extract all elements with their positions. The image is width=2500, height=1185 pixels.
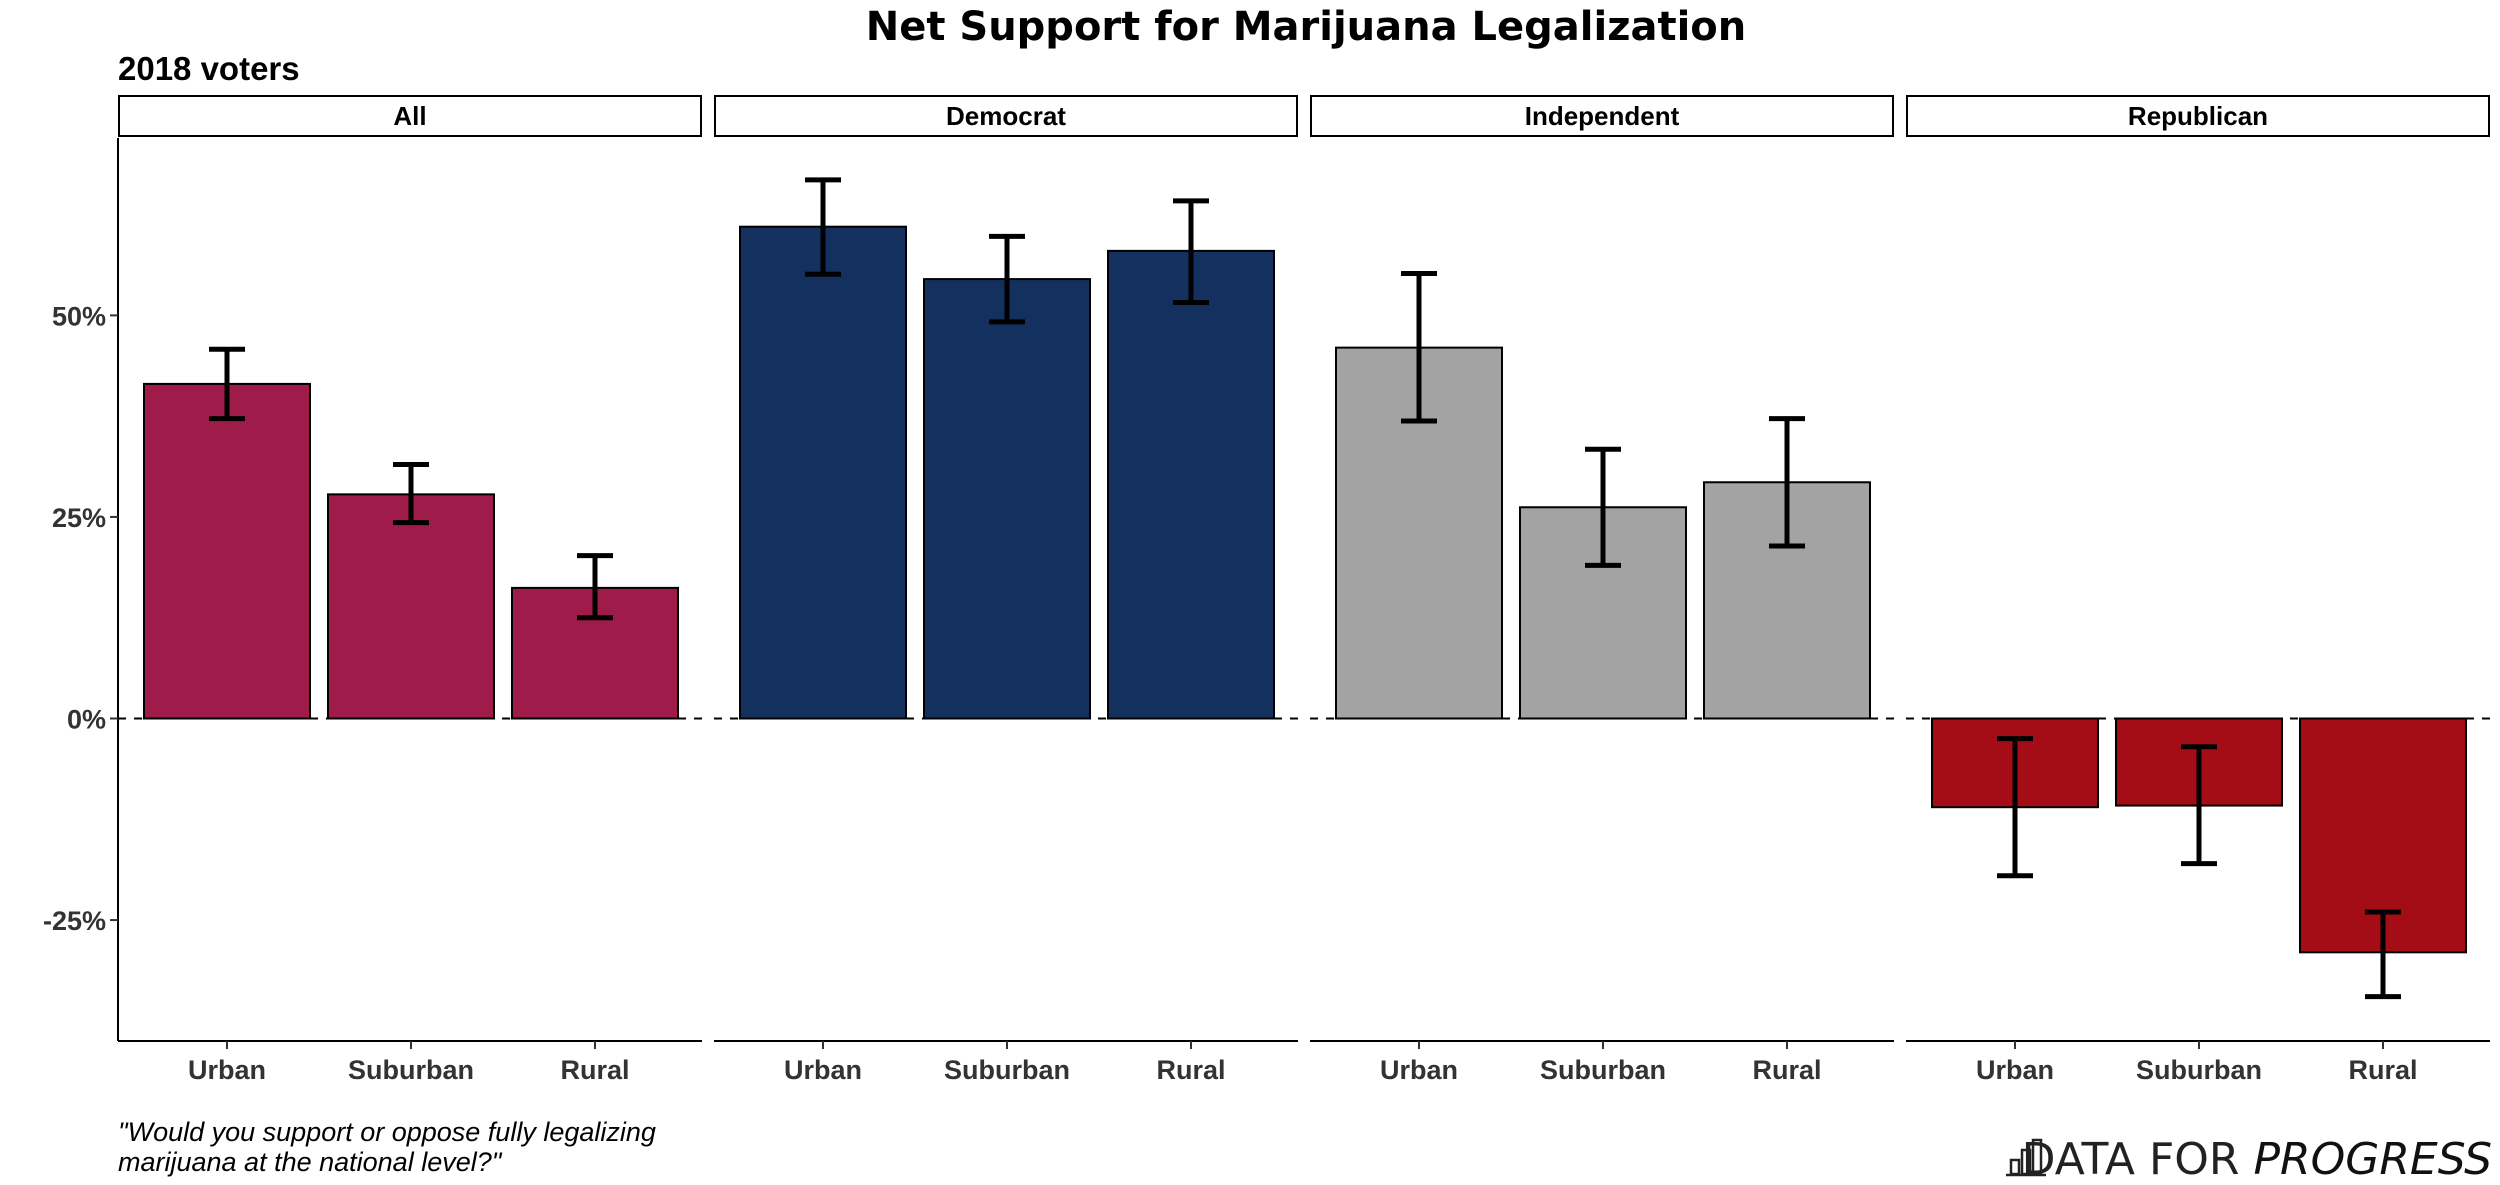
- bar-democrat-urban: [739, 225, 907, 720]
- x-tick-label: Urban: [1976, 1055, 2054, 1085]
- facet-panel-independent: Independent Urban Suburban Rural: [1310, 95, 1894, 1085]
- bar-all-urban: [143, 382, 311, 720]
- bar-democrat-suburban: [923, 278, 1091, 720]
- error-bar: [1585, 446, 1621, 568]
- error-bar: [805, 177, 841, 277]
- chart-caption-line-1: "Would you support or oppose fully legal…: [118, 1117, 656, 1147]
- facet-strip: [714, 95, 1298, 137]
- error-bar: [1401, 270, 1437, 424]
- logo-text-italic: PROGRESS: [2254, 1134, 2493, 1185]
- x-tick-label: Rural: [1156, 1055, 1225, 1085]
- chart-title: Net Support for Marijuana Legalization: [866, 4, 1747, 50]
- y-axis: 50% 25% 0% -25%: [43, 138, 119, 1041]
- facet-panels: All Urban Suburban Rural Democrat Urban Suburb…: [118, 95, 2490, 1085]
- facet-strip: [1906, 95, 2490, 137]
- x-tick-label: Urban: [1380, 1055, 1458, 1085]
- bar-democrat-rural: [1107, 249, 1275, 720]
- x-tick-label: Suburban: [348, 1055, 474, 1085]
- facet-strip: [118, 95, 702, 137]
- facet-strip-label: All: [393, 101, 426, 131]
- facet-strip-label: Democrat: [946, 101, 1066, 131]
- x-tick-label: Urban: [784, 1055, 862, 1085]
- x-tick-label: Suburban: [944, 1055, 1070, 1085]
- error-bar: [1769, 416, 1805, 549]
- bar-chart-icon: [2006, 1138, 2046, 1177]
- y-tick-label: -25%: [43, 906, 106, 936]
- error-bar: [393, 462, 429, 526]
- bar-all-suburban: [327, 493, 495, 720]
- x-tick-label: Rural: [2348, 1055, 2417, 1085]
- x-tick-label: Urban: [188, 1055, 266, 1085]
- svg-text:DATA FOR PROGRESS: DATA FOR PROGRESS: [2022, 1134, 2492, 1185]
- error-bar: [2181, 744, 2217, 867]
- y-tick-label: 0%: [67, 705, 106, 735]
- error-bar: [2365, 909, 2401, 1000]
- facet-panel-republican: Republican Urban Suburban Rural: [1906, 95, 2490, 1085]
- logo-text-regular: DATA FOR: [2022, 1134, 2254, 1185]
- chart-subtitle: 2018 voters: [118, 50, 300, 87]
- brand-logo: DATA FOR PROGRESS: [2006, 1134, 2492, 1185]
- x-tick-label: Suburban: [1540, 1055, 1666, 1085]
- x-tick-label: Rural: [560, 1055, 629, 1085]
- y-tick-label: 50%: [52, 301, 106, 331]
- error-bar: [1173, 198, 1209, 305]
- facet-strip-label: Independent: [1525, 101, 1680, 131]
- error-bar: [577, 553, 613, 621]
- facet-strip-label: Republican: [2128, 101, 2268, 131]
- error-bar: [989, 233, 1025, 325]
- x-tick-label: Suburban: [2136, 1055, 2262, 1085]
- bar-independent-suburban: [1519, 506, 1687, 720]
- facet-panel-democrat: Democrat Urban Suburban Rural: [714, 95, 1298, 1085]
- chart-caption-line-2: marijuana at the national level?": [118, 1147, 503, 1177]
- facet-strip: [1310, 95, 1894, 137]
- y-tick-label: 25%: [52, 503, 106, 533]
- facet-panel-all: All Urban Suburban Rural: [118, 95, 702, 1085]
- error-bar: [209, 346, 245, 422]
- x-tick-label: Rural: [1752, 1055, 1821, 1085]
- error-bar: [1997, 736, 2033, 879]
